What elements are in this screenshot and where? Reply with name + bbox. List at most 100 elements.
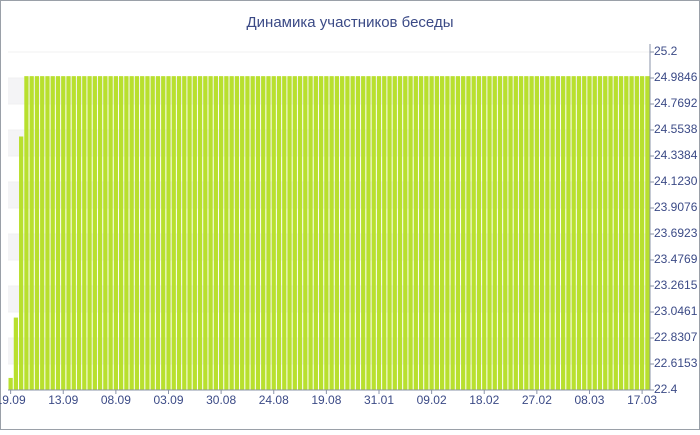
bar [271, 76, 276, 391]
bar [313, 76, 318, 391]
bar [197, 76, 203, 391]
x-tick-label: 18.02 [469, 393, 499, 407]
bar [571, 76, 576, 391]
y-tick-label: 24.5538 [654, 122, 698, 136]
bar [455, 76, 461, 391]
bar [587, 76, 592, 391]
bar [218, 76, 224, 391]
bar [566, 76, 571, 391]
y-tick-label: 24.9846 [654, 70, 698, 84]
bar [629, 76, 634, 391]
bar [166, 76, 171, 391]
bar [308, 76, 313, 391]
bar [92, 76, 97, 391]
x-tick-label: 08.09 [101, 393, 131, 407]
bar [403, 76, 408, 391]
bar [213, 76, 218, 391]
bar [329, 76, 334, 391]
bar [124, 76, 129, 391]
bar [466, 76, 471, 391]
bar [634, 76, 639, 391]
bar [240, 76, 245, 391]
x-tick-label: 30.08 [206, 393, 236, 407]
bar [361, 76, 366, 391]
x-tick-label: 27.02 [522, 393, 552, 407]
bar [624, 76, 629, 391]
bar [561, 76, 566, 391]
x-tick-label: 08.03 [574, 393, 604, 407]
bar [555, 76, 561, 391]
x-tick-label: 17.03 [627, 393, 657, 407]
bar [461, 76, 466, 391]
y-tick-label: 22.4 [654, 382, 678, 396]
bar [155, 76, 161, 391]
bar [639, 76, 645, 391]
bar [518, 76, 524, 391]
bar [13, 317, 19, 390]
y-tick-label: 24.7692 [654, 96, 698, 110]
bar [113, 76, 119, 391]
chart-title: Динамика участников беседы [247, 14, 454, 31]
bar [434, 76, 440, 391]
bar [176, 76, 182, 391]
bar [192, 76, 197, 391]
bar [345, 76, 350, 391]
bar [82, 76, 87, 391]
bar [550, 76, 555, 391]
y-tick-label: 23.0461 [654, 304, 698, 318]
y-tick-label: 25.2 [654, 44, 678, 58]
x-tick-label: 03.09 [153, 393, 183, 407]
y-tick-label: 22.6153 [654, 356, 698, 370]
bar [376, 76, 382, 391]
y-tick-label: 24.3384 [654, 148, 698, 162]
bar [119, 76, 124, 391]
bar [108, 76, 113, 391]
bar [145, 76, 150, 391]
bar [34, 76, 40, 391]
bar [408, 76, 413, 391]
bar [450, 76, 455, 391]
bar [40, 76, 45, 391]
bar [303, 76, 308, 391]
bar [476, 76, 482, 391]
bar [592, 76, 597, 391]
bar [250, 76, 255, 391]
bar [292, 76, 297, 391]
bar [19, 136, 24, 390]
bar [545, 76, 550, 391]
x-tick-label: 09.02 [417, 393, 447, 407]
bar [371, 76, 376, 391]
bar [524, 76, 529, 391]
bar [171, 76, 176, 391]
bar [66, 76, 71, 391]
bar [382, 76, 387, 391]
bar [334, 76, 340, 391]
bar [492, 76, 497, 391]
bar [182, 76, 187, 391]
bar [618, 76, 624, 391]
bar [97, 76, 103, 391]
x-tick-label: 19.09 [0, 393, 26, 407]
bar [497, 76, 503, 391]
y-tick-label: 22.8307 [654, 330, 698, 344]
bar [45, 76, 50, 391]
bar [203, 76, 208, 391]
bar [350, 76, 355, 391]
bar [50, 76, 55, 391]
bar [603, 76, 608, 391]
bar [392, 76, 397, 391]
bar [324, 76, 329, 391]
bar [503, 76, 508, 391]
bar [355, 76, 361, 391]
bar [8, 377, 13, 390]
bar [487, 76, 492, 391]
bar [282, 76, 287, 391]
bar [418, 76, 424, 391]
bar [387, 76, 392, 391]
bar [613, 76, 618, 391]
bar [208, 76, 213, 391]
bar [71, 76, 76, 391]
bar [445, 76, 450, 391]
bar [397, 76, 403, 391]
bar [150, 76, 155, 391]
